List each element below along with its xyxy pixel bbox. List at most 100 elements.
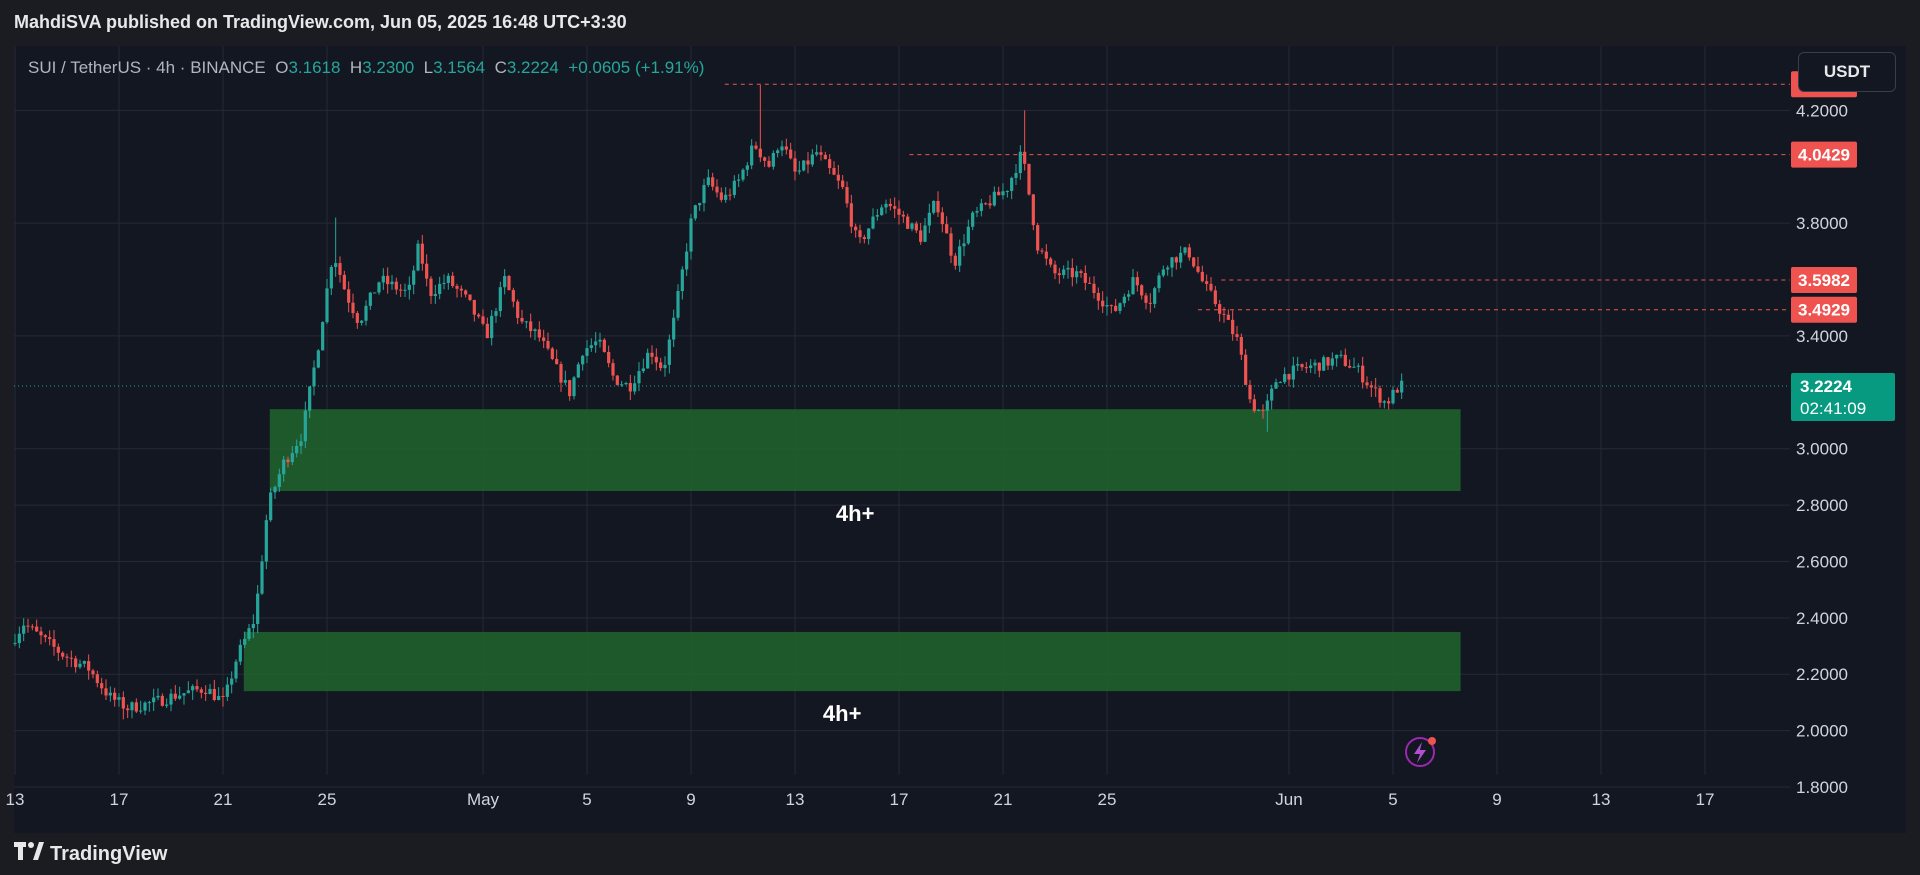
demand-zone (269, 409, 1461, 491)
candle-body (1075, 271, 1079, 278)
candle-body (130, 702, 134, 711)
candle-body (542, 337, 546, 341)
candle-body (1304, 367, 1308, 369)
candle-body (1109, 305, 1113, 307)
candle-body (69, 657, 73, 659)
candle-body (598, 339, 602, 342)
candle-body (39, 631, 43, 636)
candle-body (1062, 269, 1066, 276)
candle-body (849, 203, 853, 227)
candle-body (836, 174, 840, 181)
candle-body (893, 206, 897, 209)
candle-body (204, 692, 208, 695)
candle-body (780, 146, 784, 151)
candle-body (646, 352, 650, 369)
candle-body (741, 169, 745, 180)
candle-body (329, 266, 333, 289)
candle-body (225, 684, 229, 697)
x-tick-label: 9 (1492, 790, 1501, 809)
candle-body (1135, 277, 1139, 286)
candle-body (1309, 365, 1313, 369)
candle-body (1161, 269, 1165, 276)
candle-body (802, 160, 806, 171)
candle-body (373, 292, 377, 294)
price-axis[interactable]: 4.2000 3.8000 3.4000 3.0000 2.8000 2.6000 2.40… (1796, 101, 1848, 797)
candle-body (1079, 271, 1083, 274)
candle-body (624, 383, 628, 385)
low-label: L (423, 58, 434, 77)
candle-body (516, 301, 520, 318)
candle-body (1179, 252, 1183, 263)
time-axis[interactable]: 13 17 21 25 May 5 9 13 17 21 25 Jun 5 9 13 17 (6, 790, 1715, 809)
candle-body (1144, 295, 1148, 303)
x-tick-label: 25 (1098, 790, 1117, 809)
candle-body (1352, 366, 1356, 368)
candle-body (108, 692, 112, 696)
candle-body (316, 350, 320, 368)
candle-body (1218, 304, 1222, 314)
candle-body (269, 492, 273, 521)
candle-body (711, 177, 715, 187)
level-badge-label: 3.4929 (1798, 301, 1850, 320)
candle-body (338, 263, 342, 275)
candle-body (191, 686, 195, 691)
candle-body (243, 638, 247, 645)
candle-body (1270, 388, 1274, 401)
candle-body (26, 625, 30, 627)
candle-body (897, 208, 901, 215)
y-tick-label: 3.8000 (1796, 214, 1848, 233)
candle-body (420, 243, 424, 264)
candle-body (1365, 382, 1369, 386)
candle-body (490, 315, 494, 339)
candle-body (277, 474, 281, 487)
candle-body (637, 371, 641, 384)
candle-body (910, 223, 914, 229)
candle-body (256, 593, 260, 624)
resistance-levels (14, 83, 1790, 387)
candle-body (1010, 177, 1014, 191)
tradingview-logo[interactable]: TradingView (14, 840, 167, 868)
candle-body (659, 362, 663, 369)
candle-body (1170, 257, 1174, 268)
candle-body (1096, 292, 1100, 301)
low-value: 3.1564 (433, 58, 486, 77)
demand-zones: 4h+ 4h+ (243, 409, 1461, 726)
candle-body (797, 170, 801, 172)
candle-body (641, 368, 645, 372)
current-price-badge (1791, 372, 1895, 421)
candle-body (121, 697, 125, 709)
candle-body (1257, 409, 1261, 411)
publisher-text: MahdiSVA published on TradingView.com, J… (14, 12, 627, 32)
symbol-label[interactable]: SUI / TetherUS · 4h · BINANCE (28, 58, 266, 77)
candle-body (82, 661, 86, 664)
candle-body (1027, 163, 1031, 195)
candle-body (312, 367, 316, 387)
candle-body (182, 693, 186, 696)
footer (0, 833, 1920, 875)
candle-body (1036, 225, 1040, 251)
currency-button[interactable]: USDT (1798, 52, 1896, 92)
candle-body (611, 363, 615, 376)
demand-zone (243, 631, 1461, 692)
candle-body (888, 203, 892, 207)
candle-body (208, 688, 212, 695)
candle-body (875, 215, 879, 217)
candle-body (282, 459, 286, 475)
candle-body (750, 145, 754, 166)
candle-body (1300, 364, 1304, 368)
candle-body (134, 702, 138, 712)
candle-body (195, 686, 199, 690)
candle-body (650, 352, 654, 357)
candle-body (1335, 354, 1339, 359)
candle-body (1213, 290, 1217, 305)
candle-body (867, 228, 871, 240)
candle-body (854, 226, 858, 231)
candle-body (325, 288, 329, 323)
candle-body (425, 263, 429, 279)
y-tick-label: 2.0000 (1796, 722, 1848, 741)
flash-icon[interactable] (1405, 737, 1436, 767)
candle-body (1382, 401, 1386, 403)
candle-body (152, 697, 156, 703)
